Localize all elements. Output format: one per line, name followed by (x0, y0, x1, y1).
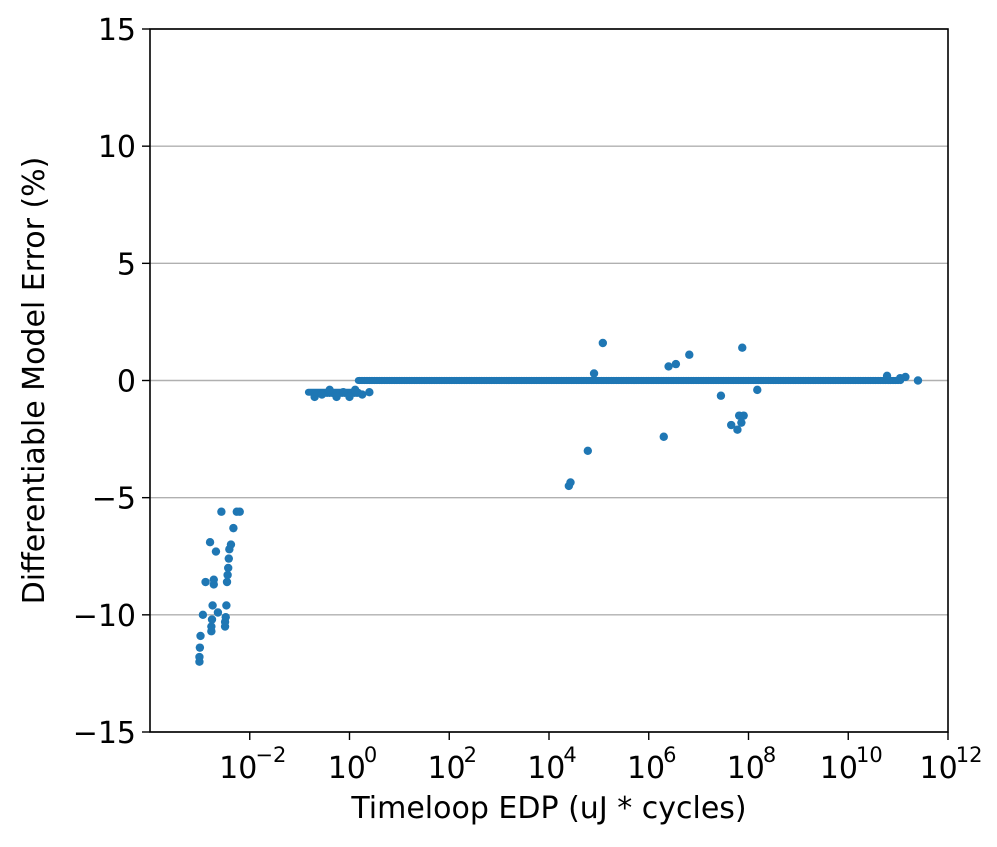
data-point (221, 612, 230, 622)
y-tick-label: 10 (98, 130, 136, 165)
y-tick-label: 15 (98, 13, 136, 48)
scatter-series (195, 338, 923, 666)
y-axis-ticks: 15 10 5 0 −5 −10 −15 (73, 13, 150, 751)
data-point (753, 385, 762, 395)
data-point (224, 554, 233, 563)
data-point (224, 563, 233, 573)
data-point (350, 385, 360, 395)
data-point (325, 385, 334, 395)
data-point (208, 601, 217, 610)
x-tick-label: 102 (427, 743, 477, 786)
data-point (659, 432, 668, 441)
data-point (222, 601, 231, 610)
data-point (345, 392, 354, 402)
data-point (317, 390, 327, 399)
data-point (195, 643, 205, 652)
data-point (913, 376, 923, 385)
x-tick-label-exponent: 10 (856, 743, 883, 767)
y-tick-label: −15 (73, 716, 136, 751)
data-point (195, 652, 204, 662)
x-tick-label-base: 10 (328, 751, 366, 786)
x-tick-label: 106 (627, 743, 677, 786)
x-tick-label: 10−2 (219, 743, 286, 786)
data-point (229, 523, 238, 533)
data-point (685, 350, 694, 359)
x-tick-label-base: 10 (727, 751, 765, 786)
data-point (339, 388, 348, 397)
data-point (217, 507, 226, 516)
x-tick-label-base: 10 (820, 751, 858, 786)
x-tick-label-base: 10 (427, 751, 465, 786)
x-tick-label-base: 10 (627, 751, 665, 786)
data-point (211, 547, 221, 556)
x-tick-label-exponent: 2 (464, 743, 477, 767)
data-point (365, 388, 374, 397)
data-point (223, 570, 232, 580)
data-point (671, 359, 681, 369)
data-point (213, 608, 223, 617)
x-tick-label-exponent: 6 (663, 743, 676, 767)
data-point (739, 411, 748, 420)
data-point (583, 446, 593, 455)
data-point (737, 418, 746, 427)
data-point (733, 425, 742, 434)
y-tick-label: −5 (92, 482, 136, 517)
data-point (727, 420, 736, 430)
data-point (310, 392, 319, 402)
y-tick-label: −10 (73, 599, 136, 634)
data-point (222, 577, 232, 587)
x-tick-label-base: 10 (920, 751, 958, 786)
x-tick-label: 108 (727, 743, 777, 786)
data-point (235, 507, 244, 516)
x-tick-label-base: 10 (527, 751, 565, 786)
x-tick-label-exponent: 0 (364, 743, 377, 767)
data-point (358, 390, 367, 399)
y-tick-label: 0 (117, 365, 136, 400)
x-tick-label-exponent: 12 (956, 743, 983, 767)
x-tick-label-base: 10 (219, 751, 257, 786)
data-point (209, 575, 218, 584)
data-point (716, 391, 726, 400)
data-point (598, 338, 608, 348)
y-axis-title: Differentiable Model Error (%) (17, 157, 52, 605)
data-point (226, 540, 236, 549)
data-point (738, 343, 747, 352)
data-point (589, 369, 599, 378)
data-point (198, 610, 208, 620)
data-point (901, 372, 910, 382)
x-tick-label-exponent: −2 (255, 743, 286, 767)
y-tick-label: 5 (117, 247, 136, 282)
data-point (566, 478, 575, 487)
x-tick-label-exponent: 8 (763, 743, 776, 767)
data-point (664, 362, 673, 371)
data-point (196, 631, 205, 641)
x-tick-label-exponent: 4 (563, 743, 576, 767)
data-point (201, 577, 210, 587)
x-axis-title: Timeloop EDP (uJ * cycles) (350, 791, 746, 826)
x-tick-label: 104 (527, 743, 577, 786)
data-point (207, 622, 216, 631)
dense-band-series (304, 376, 905, 397)
data-point (207, 615, 217, 624)
data-point (205, 537, 215, 547)
data-point (332, 392, 341, 402)
x-tick-label: 100 (328, 743, 378, 786)
data-point (882, 371, 892, 381)
